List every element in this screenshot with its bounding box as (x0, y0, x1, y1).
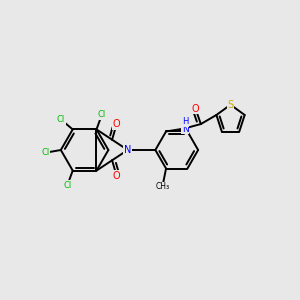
Text: S: S (227, 100, 234, 110)
Text: CH₃: CH₃ (156, 182, 170, 191)
Text: O: O (113, 119, 120, 129)
Text: Cl: Cl (98, 110, 106, 119)
Text: O: O (192, 103, 199, 114)
Text: Cl: Cl (41, 148, 50, 157)
Text: N: N (182, 124, 188, 134)
Text: N: N (124, 145, 131, 155)
Text: Cl: Cl (63, 181, 72, 190)
Text: O: O (113, 171, 120, 181)
Text: H: H (182, 118, 188, 127)
Text: Cl: Cl (57, 115, 65, 124)
